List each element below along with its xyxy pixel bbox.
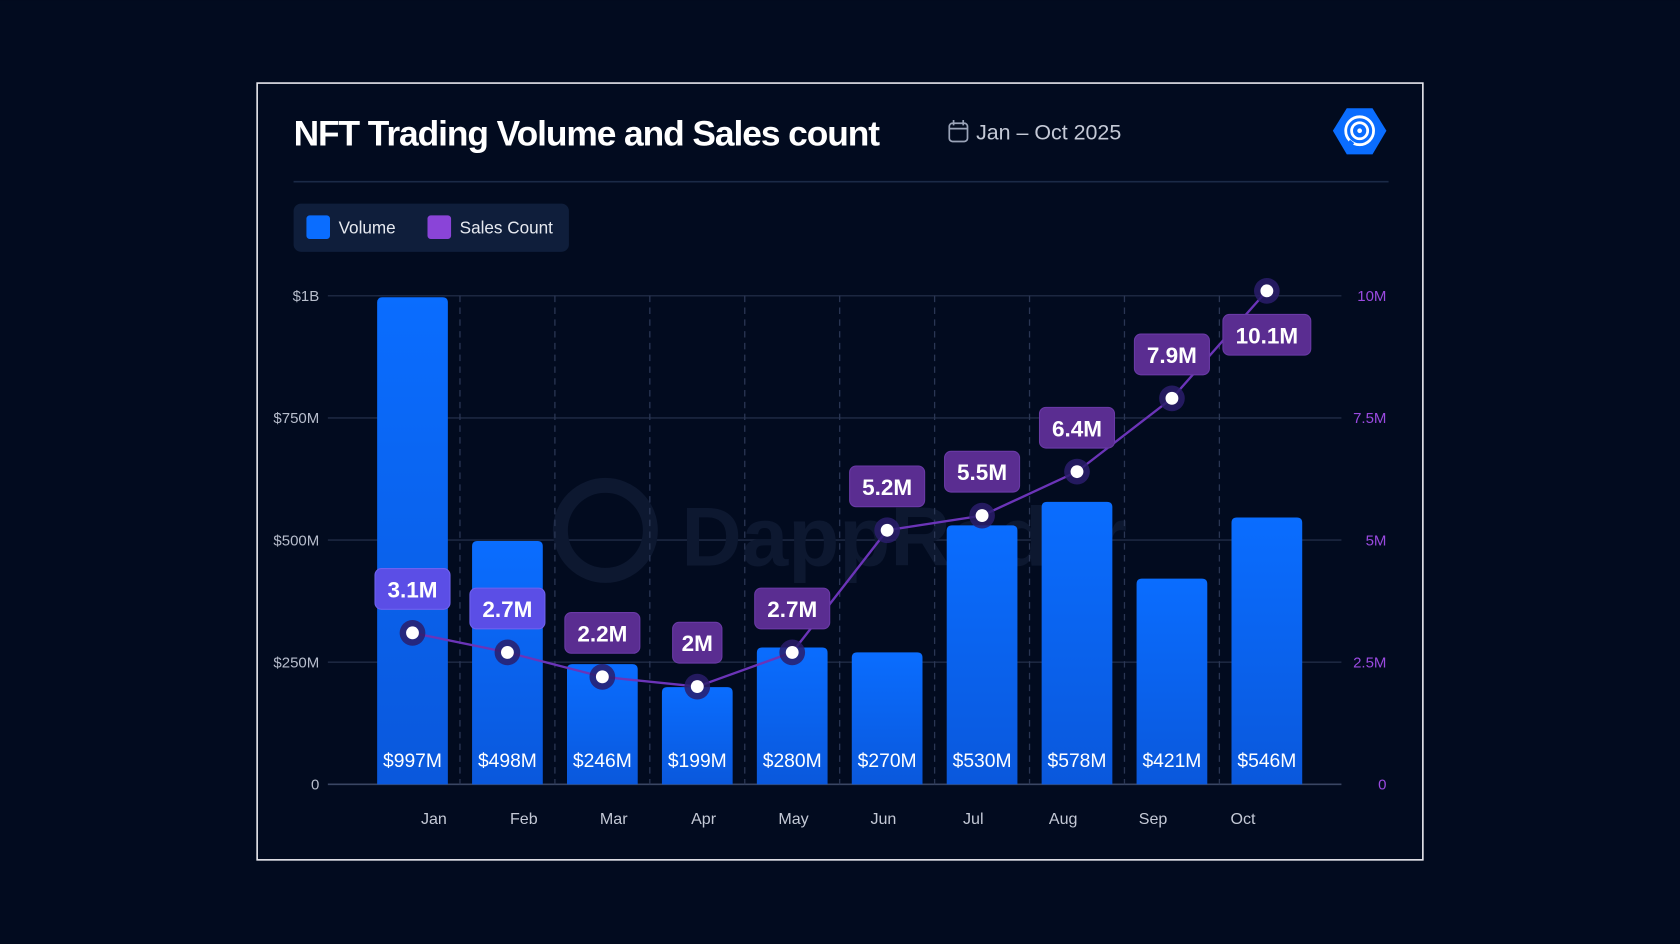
volume-bar-label: $270M [858,751,917,772]
dappradar-logo-icon [1332,108,1387,155]
x-axis-tick: Apr [691,810,717,828]
sales-label-box [374,568,451,610]
sales-label: 6.4M [1052,416,1102,441]
sales-count-points [399,278,1280,700]
left-axis-tick: $750M [273,410,319,427]
sales-point [1260,284,1274,298]
chart-title: NFT Trading Volume and Sales count [294,115,881,154]
x-axis-tick: Feb [510,810,538,828]
volume-bar-label: $997M [383,751,442,772]
volume-bar-label: $546M [1237,751,1296,772]
sales-point [880,523,894,537]
sales-label-box [1133,333,1210,376]
sales-label: 10.1M [1236,323,1299,348]
sales-label: 2M [682,631,713,656]
calendar-icon [948,120,969,143]
right-axis-tick: 5M [1366,532,1387,549]
sales-label-box [1222,313,1312,356]
date-range: Jan – Oct 2025 [976,120,1121,144]
axes: 0 $250M $500M $750M $1B 0 2.5M 5M 7.5M 10M Jan Feb M… [273,288,1386,828]
legend-item-sales-count[interactable]: Sales Count [427,215,554,239]
sales-label: 2.7M [767,597,817,622]
volume-bar [946,525,1018,785]
sales-label-box [1038,406,1116,449]
volume-bar-label: $530M [953,751,1012,772]
legend-label-sales-count: Sales Count [460,218,554,238]
x-axis-tick: Mar [600,810,628,828]
volume-bar [377,297,448,785]
sales-point [690,680,704,694]
volume-bar-label: $578M [1048,751,1107,772]
sales-label-box [469,587,546,630]
left-axis-tick: $500M [273,532,319,549]
sales-label-box [672,621,723,664]
sales-count-line [412,290,1268,688]
legend: Volume Sales Count [293,203,569,252]
sales-count-polyline [412,290,1268,688]
right-axis-tick: 7.5M [1353,410,1386,427]
volume-bar [851,652,923,785]
x-axis-tick: Jun [870,810,896,828]
volume-bar [756,647,828,785]
left-axis-tick: $1B [293,288,320,305]
volume-bar-label: $498M [478,751,537,772]
legend-label-volume: Volume [339,218,396,238]
sales-point [595,670,609,684]
sales-label-box [849,465,926,508]
legend-swatch-sales-count [427,215,452,239]
volume-bar-label: $280M [763,751,822,772]
volume-bar-label: $199M [668,751,727,772]
sales-point [1165,391,1179,405]
x-axis-tick: Jan [421,810,447,828]
sales-point [785,645,799,659]
x-axis-tick: May [778,810,808,828]
sales-label-box [564,612,641,654]
sales-point [1070,465,1084,479]
x-axis-tick: Jul [963,810,984,828]
sales-count-labels: 3.1M 2.7M 2.2M 2M 2.7M 5.2M 5.5M 6.4M 7.9M 10.1M [374,313,1312,664]
right-axis-tick: 10M [1357,288,1386,305]
sales-label: 5.5M [957,460,1007,485]
sales-label: 2.2M [577,621,627,646]
sales-label: 2.7M [482,597,532,622]
sales-label: 7.9M [1147,343,1197,368]
category-dividers [459,295,1221,785]
left-axis-tick: $250M [273,655,319,672]
left-axis-tick: 0 [311,777,319,794]
right-axis-tick: 2.5M [1353,655,1386,672]
x-axis-tick: Oct [1230,810,1256,828]
sales-label: 5.2M [862,475,912,500]
x-axis-tick: Aug [1049,810,1078,828]
volume-bar [661,687,733,785]
volume-bar-label: $246M [573,751,632,772]
right-axis-tick: 0 [1378,777,1386,794]
x-axis-tick: Sep [1139,810,1168,828]
legend-swatch-volume [306,215,330,239]
volume-bar [1231,517,1303,785]
sales-point [406,626,419,640]
volume-bar [1041,501,1113,785]
sales-point [975,509,989,523]
volume-bar [1136,578,1208,785]
sales-point [501,645,514,659]
sales-label: 3.1M [387,578,437,603]
watermark-logo-icon [552,477,658,583]
volume-bar [567,664,638,785]
legend-item-volume[interactable]: Volume [306,215,396,239]
volume-bar-label: $421M [1142,751,1201,772]
sales-label-box [944,450,1021,493]
sales-label-box [754,587,831,630]
